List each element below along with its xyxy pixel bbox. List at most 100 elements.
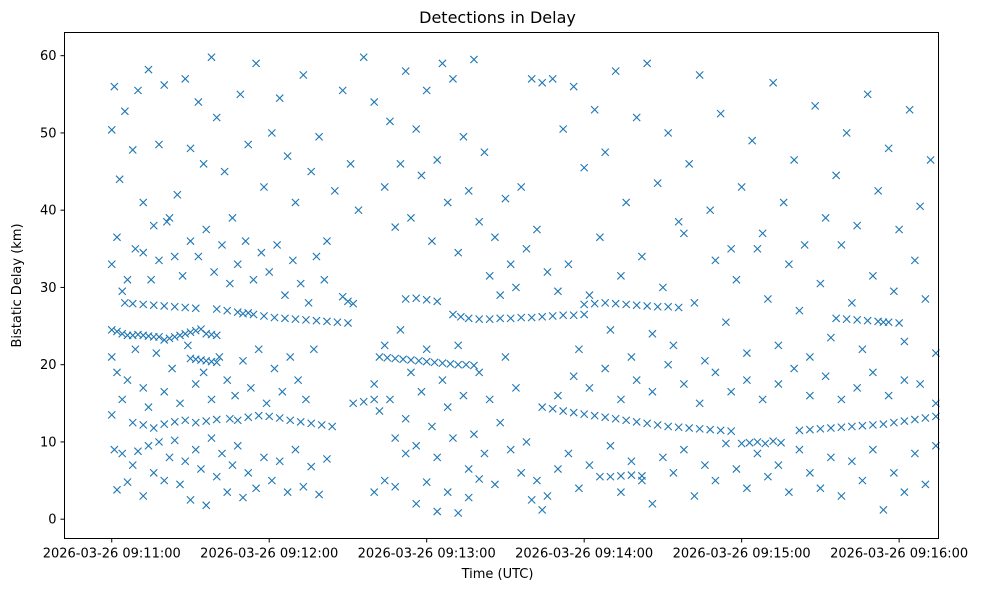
data-point — [884, 391, 893, 400]
data-point — [181, 74, 190, 83]
data-point — [679, 445, 688, 454]
data-point — [921, 480, 930, 489]
data-point — [674, 217, 683, 226]
data-point — [690, 298, 699, 307]
data-point — [475, 475, 484, 484]
chart-title: Detections in Delay — [419, 8, 576, 27]
data-point — [175, 331, 184, 340]
data-point — [430, 358, 439, 367]
data-point — [307, 419, 316, 428]
data-point — [490, 480, 499, 489]
data-point — [811, 101, 820, 110]
plot-frame — [64, 32, 939, 539]
data-point — [553, 464, 562, 473]
data-point — [307, 167, 316, 176]
data-point — [139, 492, 148, 501]
data-point — [181, 457, 190, 466]
data-point — [842, 128, 851, 137]
data-point — [742, 376, 751, 385]
data-point — [212, 305, 221, 314]
data-point — [774, 341, 783, 350]
data-point — [559, 125, 568, 134]
data-point — [309, 345, 318, 354]
data-point — [853, 383, 862, 392]
data-point — [186, 144, 195, 153]
data-point — [517, 468, 526, 477]
data-point — [805, 425, 814, 434]
data-point — [217, 240, 226, 249]
data-point — [469, 430, 478, 439]
data-point — [548, 312, 557, 321]
data-point — [721, 318, 730, 327]
data-point — [427, 237, 436, 246]
data-point — [120, 107, 129, 116]
data-point — [753, 437, 762, 446]
data-point — [107, 325, 116, 334]
data-point — [183, 341, 192, 350]
data-point — [273, 240, 282, 249]
data-point — [616, 488, 625, 497]
data-point — [847, 457, 856, 466]
data-point — [191, 326, 200, 335]
data-point — [543, 267, 552, 276]
data-point — [113, 233, 121, 242]
data-point — [469, 361, 478, 370]
data-point — [590, 411, 599, 420]
data-point — [199, 159, 208, 168]
data-point — [199, 368, 208, 377]
data-point — [107, 260, 116, 269]
data-point — [291, 445, 300, 454]
data-point — [349, 399, 358, 408]
data-point — [490, 233, 499, 242]
data-point — [207, 395, 216, 404]
data-point — [333, 318, 342, 327]
data-point — [249, 310, 258, 319]
data-point — [123, 376, 132, 385]
data-point — [837, 492, 846, 501]
data-point — [422, 357, 431, 366]
data-point — [175, 480, 184, 489]
data-point — [107, 352, 116, 361]
data-point — [170, 302, 179, 311]
data-point — [267, 128, 276, 137]
data-point — [580, 163, 589, 172]
data-point — [795, 306, 804, 315]
data-point — [868, 445, 877, 454]
data-point — [406, 368, 415, 377]
data-point — [207, 53, 216, 62]
data-point — [910, 449, 919, 458]
data-point — [879, 420, 888, 429]
data-point — [847, 298, 856, 307]
data-point — [233, 416, 242, 425]
data-point — [118, 449, 127, 458]
data-point — [233, 308, 242, 317]
data-point — [359, 53, 368, 62]
x-tick-label: 2026-03-26 09:14:00 — [515, 547, 653, 562]
data-point — [648, 329, 657, 338]
data-point — [837, 423, 846, 432]
data-point — [115, 175, 124, 184]
data-point — [383, 353, 392, 362]
data-point — [144, 441, 153, 450]
data-point — [370, 98, 379, 107]
data-point — [454, 360, 463, 369]
data-point — [320, 275, 329, 284]
data-point — [154, 256, 163, 265]
data-point — [527, 74, 536, 83]
data-point — [231, 391, 240, 400]
data-point — [464, 464, 473, 473]
data-point — [160, 335, 169, 344]
data-point — [863, 316, 872, 325]
data-point — [611, 414, 620, 423]
data-point — [380, 476, 389, 485]
data-point — [196, 464, 205, 473]
data-point — [422, 295, 431, 304]
data-point — [506, 445, 515, 454]
data-point — [191, 418, 200, 427]
data-point — [569, 82, 578, 91]
data-point — [173, 190, 182, 199]
data-point — [304, 298, 313, 307]
data-point — [406, 356, 415, 365]
data-point — [134, 86, 142, 95]
y-axis: 0 10 20 30 40 50 60 — [40, 49, 65, 528]
